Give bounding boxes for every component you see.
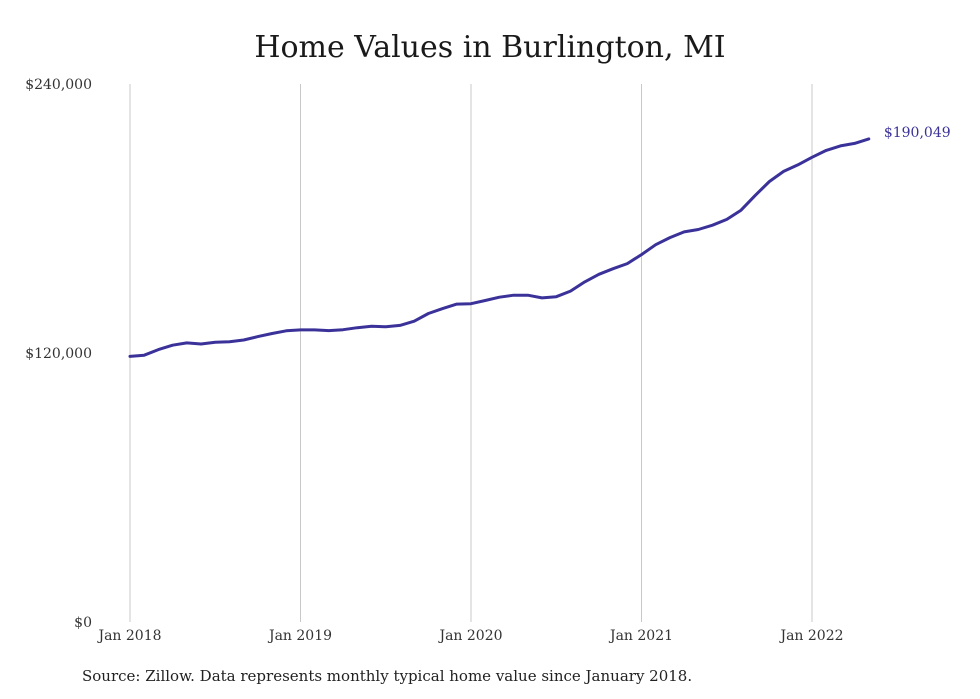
y-axis-ticks: $0 $120,000 $240,000 <box>25 77 92 631</box>
y-tick-label: $120,000 <box>25 346 92 362</box>
y-tick-label: $240,000 <box>25 77 92 93</box>
x-tick-label: Jan 2022 <box>778 628 843 644</box>
chart-title: Home Values in Burlington, MI <box>254 30 726 65</box>
x-tick-label: Jan 2020 <box>437 628 502 644</box>
x-tick-label: Jan 2021 <box>608 628 673 644</box>
x-axis-ticks: Jan 2018 Jan 2019 Jan 2020 Jan 2021 Jan 2022 <box>96 628 843 644</box>
end-value-label: $190,049 <box>884 125 951 141</box>
grid-lines <box>129 84 813 622</box>
source-note: Source: Zillow. Data represents monthly … <box>82 667 693 685</box>
x-tick-label: Jan 2019 <box>267 628 332 644</box>
y-tick-label: $0 <box>74 615 92 631</box>
x-tick-label: Jan 2018 <box>96 628 161 644</box>
series-line-home-values <box>128 137 871 358</box>
